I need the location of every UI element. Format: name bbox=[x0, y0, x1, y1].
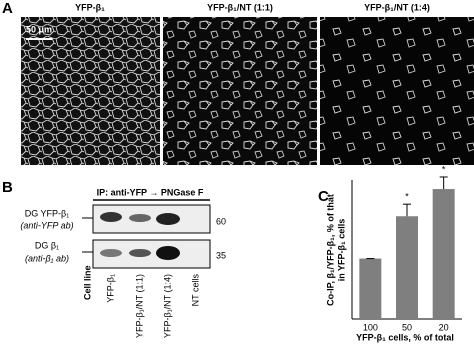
lane-label: YFP-β₁/NT (1:1) bbox=[134, 274, 144, 338]
band bbox=[156, 213, 180, 225]
row-name: DG YFP-β₁ bbox=[25, 208, 70, 218]
band bbox=[100, 212, 122, 222]
y-axis-label: Co-IP, β₁/YFP-β₁, % of that bbox=[325, 194, 335, 306]
panel-label: A bbox=[2, 0, 13, 17]
significance: * bbox=[442, 164, 446, 174]
band bbox=[100, 249, 122, 257]
mw-marker: 60 bbox=[216, 216, 226, 226]
scale-bar-label: 50 μm bbox=[26, 24, 52, 34]
bar bbox=[432, 189, 455, 319]
lane-label: NT cells bbox=[190, 274, 200, 307]
x-tick-label: 100 bbox=[363, 322, 378, 332]
x-axis-label: YFP-β₁ cells, % of total bbox=[356, 332, 454, 342]
lane-label: YFP-β₁/NT (1:4) bbox=[162, 274, 172, 338]
lane-title: Cell line bbox=[82, 265, 92, 300]
row-name: DG β₁ bbox=[35, 240, 59, 250]
blot bbox=[92, 204, 211, 234]
image-title: YFP-β₁/NT (1:4) bbox=[364, 2, 430, 12]
row-antibody: (anti-YFP ab) bbox=[20, 220, 73, 230]
micrograph bbox=[320, 17, 474, 165]
band bbox=[156, 246, 180, 260]
band bbox=[129, 249, 151, 257]
bar bbox=[359, 258, 382, 319]
x-tick-label: 50 bbox=[402, 322, 412, 332]
blot-header: IP: anti-YFP → PNGase F bbox=[97, 187, 204, 197]
bar bbox=[396, 216, 418, 319]
panel-label: C bbox=[318, 188, 329, 205]
row-antibody: (anti-β₁ ab) bbox=[25, 253, 69, 263]
image-title: YFP-β₁/NT (1:1) bbox=[207, 2, 273, 12]
micrograph bbox=[21, 17, 160, 165]
band bbox=[129, 214, 151, 222]
panel-label: B bbox=[2, 179, 13, 196]
y-axis-label: in YFP-β₁ cells bbox=[336, 219, 346, 282]
mw-marker: 35 bbox=[216, 250, 226, 260]
micrograph bbox=[163, 17, 317, 165]
image-title: YFP-β₁ bbox=[75, 2, 105, 12]
lane-label: YFP-β₁ bbox=[105, 274, 115, 303]
significance: * bbox=[405, 192, 409, 202]
x-tick-label: 20 bbox=[439, 322, 449, 332]
